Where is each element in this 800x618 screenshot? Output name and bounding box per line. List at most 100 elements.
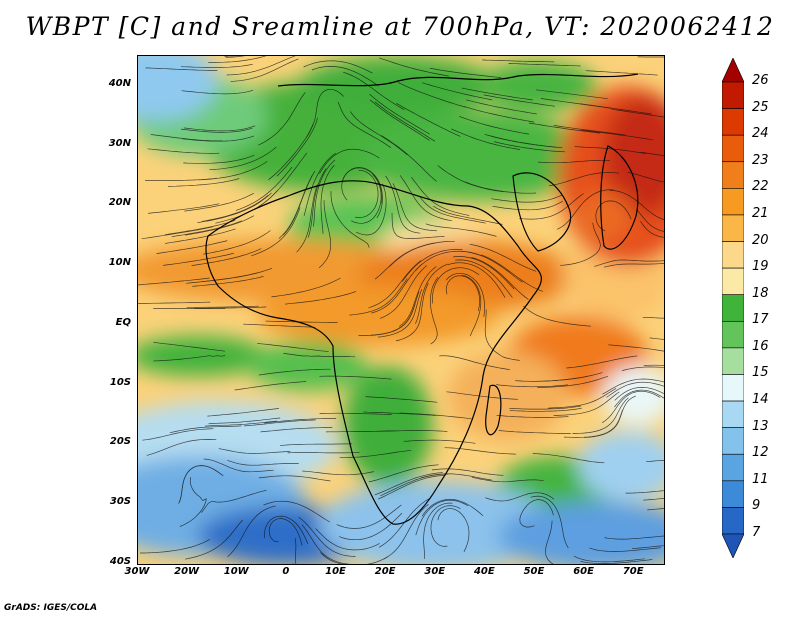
streamline <box>429 67 502 78</box>
colorbar-segment <box>722 400 744 428</box>
streamline <box>380 473 449 497</box>
streamline <box>374 101 436 142</box>
streamline <box>458 250 523 283</box>
streamline <box>509 407 582 412</box>
streamline <box>235 166 293 211</box>
colorbar-segment <box>722 134 744 163</box>
streamline <box>381 135 437 182</box>
streamline <box>445 275 480 311</box>
colorbar-segment <box>722 507 744 535</box>
streamline <box>319 148 380 174</box>
streamline <box>640 151 664 157</box>
colorbar-tick-label: 19 <box>752 259 769 275</box>
streamline <box>437 508 470 552</box>
streamline <box>573 555 645 563</box>
streamline <box>557 189 614 230</box>
streamline <box>146 439 217 456</box>
streamline <box>491 194 563 203</box>
streamline <box>341 167 383 204</box>
streamline <box>319 375 392 380</box>
streamline <box>234 381 307 391</box>
streamline <box>553 125 626 136</box>
streamline <box>492 200 563 211</box>
streamline <box>276 117 318 177</box>
streamline <box>268 518 303 546</box>
streamline <box>180 63 253 68</box>
colorbar-tick-label: 23 <box>752 152 769 168</box>
streamline <box>614 389 664 408</box>
lon-tick-label: 10E <box>325 566 346 577</box>
streamline <box>609 189 664 221</box>
streamline <box>643 498 664 501</box>
streamlines-layer <box>138 56 664 564</box>
streamline <box>572 397 629 434</box>
streamline <box>604 535 664 540</box>
lon-tick-label: 20E <box>374 566 396 577</box>
streamline <box>396 102 461 137</box>
streamline <box>563 409 623 438</box>
streamline <box>178 465 223 504</box>
streamline <box>294 537 297 564</box>
streamline <box>425 223 497 237</box>
streamline <box>581 129 653 141</box>
colorbar-tick-label: 17 <box>752 312 769 328</box>
streamline <box>140 538 211 554</box>
streamline <box>138 301 211 304</box>
streamline <box>523 305 592 327</box>
streamline <box>611 108 664 118</box>
streamline <box>602 390 661 423</box>
streamline <box>186 305 259 308</box>
streamline <box>191 248 262 266</box>
lon-tick-label: 60E <box>573 566 594 577</box>
streamline <box>603 263 664 268</box>
streamline <box>203 458 274 473</box>
streamline <box>637 209 664 232</box>
streamline <box>455 259 513 298</box>
streamline <box>484 133 556 148</box>
streamline <box>243 419 316 427</box>
streamline <box>391 212 445 239</box>
streamline <box>430 276 439 345</box>
streamline <box>330 191 370 248</box>
streamline <box>537 159 610 164</box>
streamline <box>184 215 255 236</box>
colorbar-segment <box>722 480 744 508</box>
streamline <box>227 505 276 557</box>
streamline <box>355 183 387 236</box>
lat-tick-label: 40N <box>108 77 131 89</box>
streamline <box>282 170 316 236</box>
streamline <box>392 183 438 232</box>
streamline <box>207 408 279 417</box>
streamline <box>649 337 664 340</box>
streamline <box>401 248 463 282</box>
coastlines-layer <box>205 73 639 525</box>
streamline <box>206 192 272 222</box>
colorbar-segment <box>722 294 744 322</box>
streamline <box>566 355 638 369</box>
streamline <box>368 260 422 309</box>
streamline <box>646 460 664 463</box>
colorbar <box>722 58 744 558</box>
streamline <box>421 499 484 517</box>
streamline <box>383 503 429 560</box>
streamline <box>167 178 240 187</box>
streamline <box>315 528 380 551</box>
streamline <box>625 490 664 494</box>
streamline <box>431 468 504 476</box>
streamline <box>415 263 449 324</box>
lon-tick-label: 30W <box>124 566 150 577</box>
streamline <box>368 464 439 483</box>
streamline <box>580 559 653 564</box>
colorbar-tick-label: 26 <box>752 73 769 88</box>
streamline <box>483 94 555 107</box>
streamline <box>303 60 373 74</box>
streamline <box>257 342 329 353</box>
colorbar-tick-label: 16 <box>752 338 769 354</box>
streamline <box>459 116 530 135</box>
streamline <box>355 169 379 218</box>
streamline <box>337 101 392 148</box>
streamline <box>545 520 554 564</box>
streamline <box>280 443 353 446</box>
streamline <box>268 123 314 181</box>
colorbar-segment <box>722 267 744 296</box>
